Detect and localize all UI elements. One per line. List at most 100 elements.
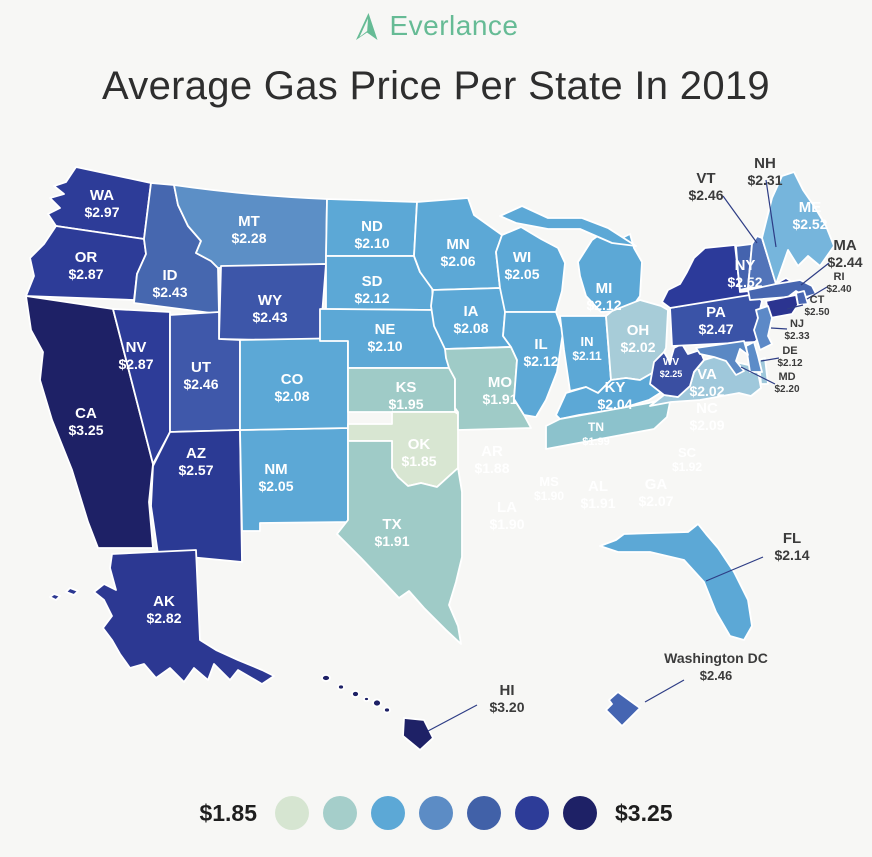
state-MT-shape bbox=[173, 184, 328, 269]
state-TX-label: TX $1.91 bbox=[374, 516, 409, 549]
state-AK-shape bbox=[49, 593, 61, 601]
leader-line-NJ bbox=[770, 327, 788, 330]
state-HI-shape bbox=[363, 696, 370, 702]
state-OH-label: OH $2.02 bbox=[620, 322, 655, 355]
state-TN-shape bbox=[545, 396, 672, 450]
state-MS-label: MS $1.90 bbox=[534, 474, 564, 503]
state-PA-label: PA $2.47 bbox=[698, 304, 733, 337]
state-DE-label: DE $2.12 bbox=[777, 345, 802, 369]
state-FL-label: FL $2.14 bbox=[774, 530, 809, 563]
state-WI-shape bbox=[495, 226, 566, 313]
state-MD-label: MD $2.20 bbox=[774, 371, 799, 395]
state-NM-shape bbox=[239, 427, 349, 532]
state-NV-label: NV $2.87 bbox=[118, 339, 153, 372]
leader-line-NH bbox=[765, 179, 777, 248]
leader-line-HI bbox=[427, 704, 478, 732]
leader-line-FL bbox=[705, 556, 764, 582]
state-WV-label: WV $2.25 bbox=[660, 357, 683, 379]
state-ME-shape bbox=[761, 171, 835, 285]
state-OR-label: OR $2.87 bbox=[68, 249, 103, 282]
state-WY-label: WY $2.43 bbox=[252, 292, 287, 325]
state-HI-shape bbox=[321, 674, 331, 682]
state-NE-label: NE $2.10 bbox=[367, 321, 402, 354]
leader-line-RI bbox=[806, 286, 828, 300]
state-AZ-label: AZ $2.57 bbox=[178, 445, 213, 478]
state-AK-shape bbox=[93, 549, 275, 685]
legend-max-label: $3.25 bbox=[615, 799, 673, 826]
state-KS-label: KS $1.95 bbox=[388, 379, 423, 412]
state-MT-label: MT $2.28 bbox=[231, 213, 266, 246]
state-HI-label: HI $3.20 bbox=[489, 682, 524, 715]
state-NH-label: NH $2.31 bbox=[747, 155, 782, 188]
state-SC-label: SC $1.92 bbox=[672, 445, 702, 474]
state-MA-label: MA $2.44 bbox=[827, 237, 862, 270]
state-ID-label: ID $2.43 bbox=[152, 267, 187, 300]
color-legend: $1.85 $3.25 bbox=[0, 796, 872, 830]
state-HI-shape bbox=[402, 717, 434, 751]
state-IL-label: IL $2.12 bbox=[523, 336, 558, 369]
leader-line-DE bbox=[760, 357, 780, 362]
state-AL-label: AL $1.91 bbox=[580, 478, 615, 511]
state-UT-label: UT $2.46 bbox=[183, 359, 218, 392]
state-AR-label: AR $1.88 bbox=[474, 443, 509, 476]
state-LA-label: LA $1.90 bbox=[489, 499, 524, 532]
brand-text: Everlance bbox=[389, 10, 519, 41]
leader-line-CT bbox=[786, 304, 804, 310]
state-MO-label: MO $1.91 bbox=[482, 374, 517, 407]
state-RI-label: RI $2.40 bbox=[826, 271, 851, 295]
state-MI-shape bbox=[499, 205, 637, 247]
state-MD-shape bbox=[695, 340, 749, 376]
state-IN-label: IN $2.11 bbox=[572, 334, 602, 363]
state-NJ-shape bbox=[753, 305, 773, 351]
state-HI-shape bbox=[383, 706, 391, 714]
state-KY-label: KY $2.04 bbox=[597, 379, 632, 412]
state-ND-label: ND $2.10 bbox=[354, 218, 389, 251]
state-NJ-label: NJ $2.33 bbox=[784, 318, 809, 342]
state-CO-label: CO $2.08 bbox=[274, 371, 309, 404]
legend-swatch-1 bbox=[275, 796, 309, 830]
state-NC-label: NC $2.09 bbox=[689, 400, 724, 433]
page-title: Average Gas Price Per State In 2019 bbox=[102, 64, 770, 108]
state-AK-label: AK $2.82 bbox=[146, 593, 181, 626]
leader-line-DC bbox=[644, 679, 685, 703]
state-CA-label: CA $3.25 bbox=[68, 405, 103, 438]
legend-swatch-6 bbox=[515, 796, 549, 830]
state-DC-label: Washington DC $2.46 bbox=[664, 650, 768, 683]
state-MN-label: MN $2.06 bbox=[440, 236, 475, 269]
state-WV-shape bbox=[649, 343, 705, 398]
state-TX-shape bbox=[336, 440, 463, 645]
legend-swatches bbox=[275, 796, 597, 830]
everlance-logo: Everlance bbox=[0, 10, 872, 42]
legend-swatch-7 bbox=[563, 796, 597, 830]
state-IA-label: IA $2.08 bbox=[453, 303, 488, 336]
state-NM-label: NM $2.05 bbox=[258, 461, 293, 494]
state-NY-label: NY $2.52 bbox=[727, 257, 762, 290]
state-ME-label: ME $2.52 bbox=[792, 199, 827, 232]
state-HI-shape bbox=[351, 690, 360, 698]
state-DC-shape bbox=[605, 691, 641, 727]
state-WA-label: WA $2.97 bbox=[84, 187, 119, 220]
leader-line-VT bbox=[722, 195, 758, 244]
state-MI-label: MI $2.12 bbox=[586, 280, 621, 313]
legend-swatch-5 bbox=[467, 796, 501, 830]
state-HI-shape bbox=[372, 698, 382, 708]
state-SD-label: SD $2.12 bbox=[354, 273, 389, 306]
state-VT-label: VT $2.46 bbox=[688, 170, 723, 203]
state-HI-shape bbox=[337, 683, 345, 691]
state-AK-shape bbox=[65, 587, 79, 596]
legend-swatch-4 bbox=[419, 796, 453, 830]
everlance-triangle-icon bbox=[356, 12, 378, 40]
leader-line-MD bbox=[740, 366, 776, 385]
state-WI-label: WI $2.05 bbox=[504, 249, 539, 282]
state-FL-shape bbox=[599, 523, 753, 641]
state-TN-label: TN $1.99 bbox=[582, 420, 610, 448]
legend-swatch-2 bbox=[323, 796, 357, 830]
state-OK-label: OK $1.85 bbox=[401, 436, 436, 469]
legend-min-label: $1.85 bbox=[199, 799, 257, 826]
state-DE-shape bbox=[745, 341, 763, 373]
state-VA-label: VA $2.02 bbox=[689, 366, 724, 399]
state-MA-shape bbox=[747, 279, 817, 301]
state-CT-label: CT $2.50 bbox=[804, 294, 829, 318]
